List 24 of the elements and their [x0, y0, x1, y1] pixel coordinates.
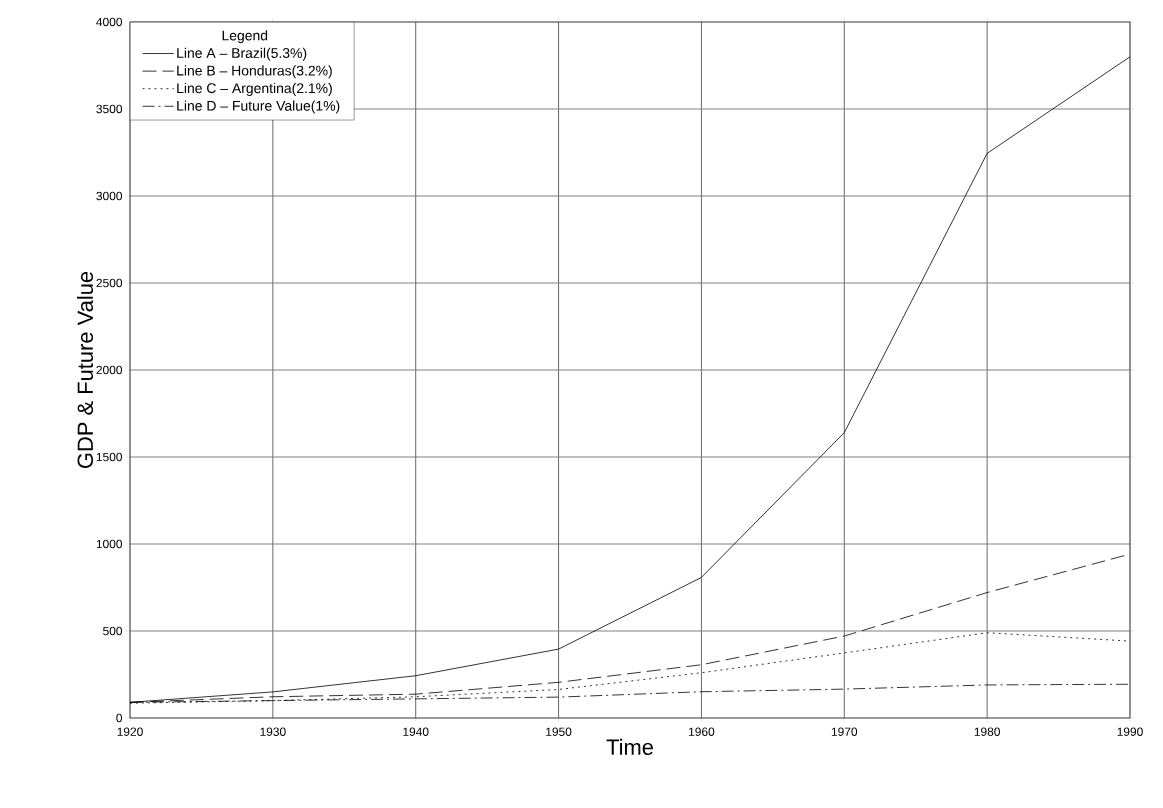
x-axis-title: Time	[606, 738, 653, 755]
legend-label: Line C – Argentina(2.1%)	[177, 82, 332, 96]
y-tick-label: 1500	[96, 452, 123, 462]
x-tick-label: 1960	[689, 727, 715, 736]
y-tick-label: 3500	[96, 104, 123, 114]
y-tick-label: 500	[103, 626, 123, 636]
x-tick-label: 1920	[117, 727, 143, 736]
y-tick-label: 2500	[96, 278, 123, 288]
y-tick-label: 4000	[96, 17, 123, 27]
legend-label: Line B – Honduras(3.2%)	[177, 65, 332, 79]
legend-label: Line A – Brazil(5.3%)	[177, 47, 307, 61]
x-tick-label: 1930	[260, 727, 286, 736]
y-tick-label: 1000	[96, 539, 123, 549]
x-tick-label: 1940	[403, 727, 429, 736]
y-tick-label: 0	[116, 713, 123, 723]
x-tick-label: 1950	[546, 727, 572, 736]
x-tick-label: 1990	[1117, 727, 1143, 736]
y-tick-label: 2000	[96, 365, 123, 375]
y-tick-label: 3000	[96, 191, 123, 201]
y-axis-title: GDP & Future Value	[76, 271, 94, 468]
x-tick-label: 1970	[831, 727, 858, 736]
legend-title: Legend	[222, 30, 268, 44]
x-tick-label: 1980	[974, 727, 1000, 736]
legend-label: Line D – Future Value(1%)	[177, 100, 340, 114]
